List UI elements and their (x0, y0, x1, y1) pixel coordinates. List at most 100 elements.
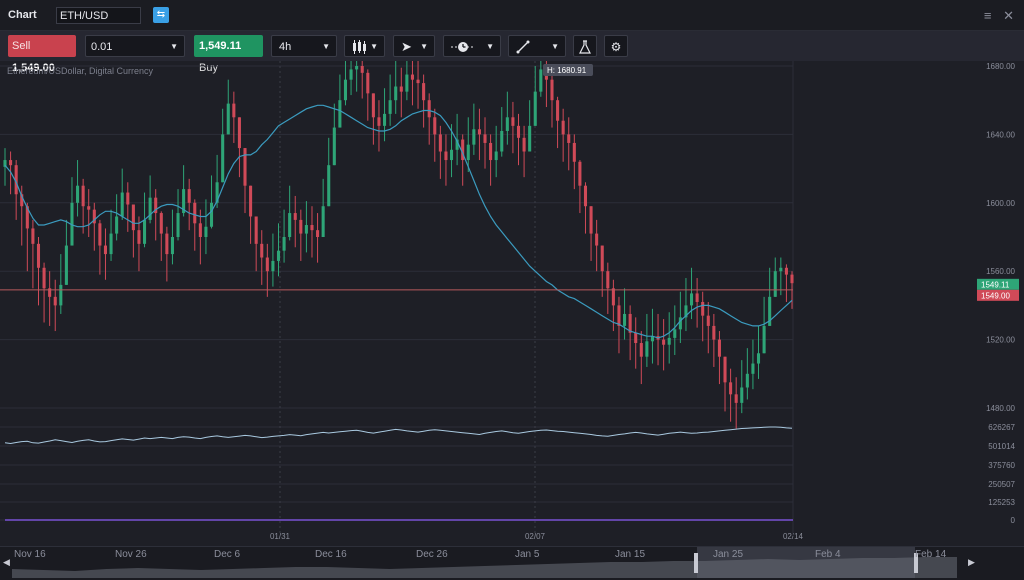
navigator-preview[interactable]: Nov 16 Nov 26 Dec 6 Dec 16 Dec 26 Jan 5 Jan 15… (0, 547, 1024, 580)
chart-area[interactable]: 1680.00 1640.00 1600.00 1560.00 1520.00 1480.… (0, 61, 1024, 546)
candle-body (355, 66, 359, 70)
candle-body (539, 69, 543, 92)
candle-body (768, 296, 772, 326)
candle-body (14, 165, 18, 195)
drawing-tools-dropdown[interactable]: ▼ (508, 35, 566, 57)
candle-body (249, 185, 253, 217)
chevron-down-icon: ▼ (551, 42, 559, 51)
candle-body (511, 117, 515, 126)
price-chart[interactable]: 1680.00 1640.00 1600.00 1560.00 1520.00 1480.… (0, 61, 1024, 546)
candle-body (416, 79, 420, 84)
candle-body (143, 219, 147, 244)
candle-body (265, 257, 269, 272)
crosshair-dropdown[interactable]: ▼ (443, 35, 501, 57)
candle-body (321, 206, 325, 237)
candle-body (42, 267, 46, 289)
candle-body (556, 100, 560, 121)
candle-body (327, 165, 331, 207)
clock-line-icon (451, 42, 475, 52)
candle-body (293, 213, 297, 220)
time-navigator[interactable]: Nov 16 Nov 26 Dec 6 Dec 16 Dec 26 Jan 5 Jan 15… (0, 546, 1024, 580)
candle-body (232, 103, 236, 118)
candle-body (740, 387, 744, 403)
navigator-date-label: Jan 15 (615, 549, 645, 560)
candle-body (87, 206, 91, 210)
settings-button[interactable]: ⚙ (604, 35, 628, 57)
candle-body (729, 382, 733, 395)
candle-body (288, 213, 292, 237)
timeframe-value: 4h (279, 41, 292, 53)
scroll-right-icon[interactable]: ▶ (968, 557, 975, 567)
navigator-date-label: Feb 14 (915, 549, 947, 560)
candle-body (756, 353, 761, 364)
candle-body (505, 117, 509, 131)
candle-body (751, 363, 755, 374)
candle-body (673, 329, 677, 338)
candle-body (20, 194, 24, 207)
buy-button[interactable]: 1,549.11 Buy (194, 35, 263, 74)
volume-line (4, 426, 793, 445)
candle-body (606, 271, 610, 289)
sell-button[interactable]: Sell 1,549.00 (8, 35, 76, 74)
candle-body (779, 267, 783, 272)
high-marker-label: H: 1680.91 (547, 66, 587, 75)
candle-body (528, 125, 532, 152)
moving-average-line (4, 104, 793, 339)
timeframe-dropdown[interactable]: 4h ▼ (271, 35, 337, 57)
buy-label: Buy (199, 62, 218, 74)
chart-type-dropdown[interactable]: ▼ (344, 35, 385, 57)
candle-body (706, 315, 710, 326)
candle-body (299, 219, 303, 234)
candle-body (260, 243, 264, 258)
candle-body (472, 129, 476, 145)
quantity-dropdown[interactable]: 0.01 ▼ (85, 35, 185, 57)
candle-body (399, 86, 403, 92)
navigator-handle-right (914, 553, 918, 573)
candle-body (64, 245, 68, 285)
candle-body (650, 336, 654, 342)
cursor-icon: ➤ (401, 39, 412, 54)
candle-body (53, 296, 57, 306)
menu-icon[interactable]: ≡ (983, 8, 992, 23)
chevron-down-icon: ▼ (370, 42, 378, 51)
candle-body (276, 250, 281, 261)
sell-price-tag-label: 1549.00 (981, 291, 1010, 300)
price-tick-label: 1520.00 (986, 336, 1015, 345)
close-icon[interactable]: ✕ (1003, 8, 1014, 23)
navigator-date-label: Jan 5 (515, 549, 540, 560)
studies-button[interactable] (573, 35, 597, 57)
candle-body (198, 223, 202, 237)
candle-body (115, 216, 119, 234)
candle-body (561, 120, 565, 135)
candle-body (600, 245, 604, 272)
candle-body (254, 216, 258, 244)
candle-body (388, 100, 392, 114)
navigator-date-label: Nov 26 (115, 549, 147, 560)
candle-body (204, 226, 208, 237)
flask-icon (579, 40, 591, 54)
candle-body (170, 237, 174, 255)
compare-icon[interactable]: ⇆ (153, 7, 169, 23)
price-tick-label: 1680.00 (986, 62, 1015, 71)
volume-tick-label: 626267 (988, 423, 1015, 432)
candle-body (304, 225, 308, 234)
candle-body (734, 394, 738, 403)
volume-tick-label: 375760 (988, 461, 1015, 470)
candle-body (343, 79, 348, 101)
symbol-input[interactable] (56, 7, 141, 24)
candle-body (70, 202, 74, 246)
scroll-left-icon[interactable]: ◀ (3, 557, 10, 567)
date-tick-label: 02/14 (783, 532, 804, 541)
candle-body (550, 79, 554, 101)
sell-price: 1,549.00 (12, 62, 55, 74)
candle-body (444, 151, 448, 161)
chevron-down-icon: ▼ (322, 42, 330, 51)
candle-body (645, 341, 649, 357)
candle-body (59, 284, 63, 306)
cursor-dropdown[interactable]: ➤ ▼ (393, 35, 435, 57)
candle-body (701, 301, 705, 316)
candle-body (92, 209, 96, 224)
candle-body (9, 160, 13, 166)
candle-body (410, 74, 414, 80)
candle-body (48, 288, 52, 297)
